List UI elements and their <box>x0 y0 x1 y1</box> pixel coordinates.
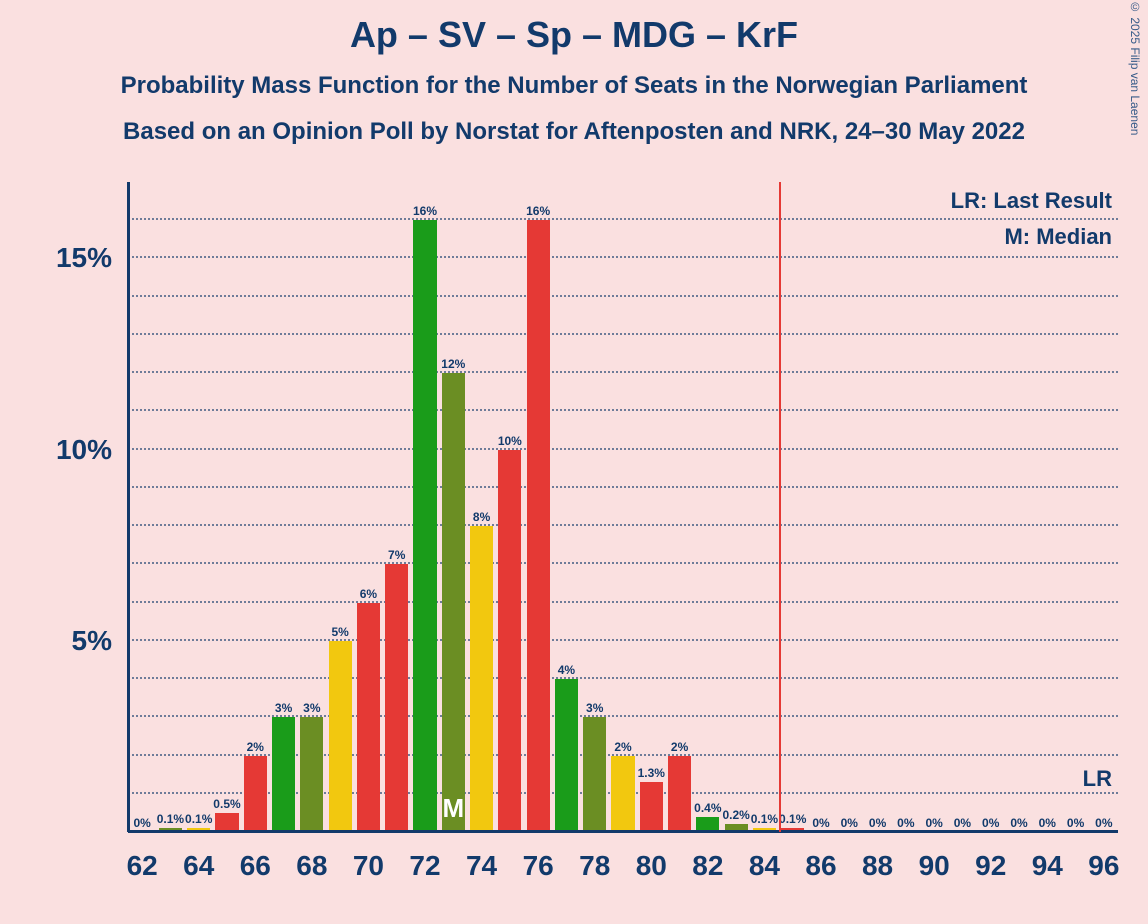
bar-value-label: 0% <box>1095 816 1112 830</box>
bar: 12%M <box>442 373 465 832</box>
x-axis-tick-label: 70 <box>353 850 384 882</box>
x-axis-tick-label: 90 <box>919 850 950 882</box>
bar: 16% <box>413 220 436 832</box>
bar: 10% <box>498 450 521 832</box>
x-axis-tick-label: 66 <box>240 850 271 882</box>
x-axis-tick-label: 88 <box>862 850 893 882</box>
bar: 8% <box>470 526 493 832</box>
x-axis-tick-label: 74 <box>466 850 497 882</box>
bar-value-label: 16% <box>413 204 437 218</box>
y-axis-tick-label: 5% <box>72 625 112 657</box>
bar-value-label: 0% <box>897 816 914 830</box>
bar: 3% <box>300 717 323 832</box>
bar-value-label: 0.2% <box>722 808 749 822</box>
bar: 1.3% <box>640 782 663 832</box>
chart-plot-area: 5%10%15%0%0.1%0.1%0.5%2%3%3%5%6%7%16%12%… <box>128 182 1118 832</box>
bar-value-label: 16% <box>526 204 550 218</box>
x-axis-tick-label: 92 <box>975 850 1006 882</box>
grid-line <box>128 371 1118 373</box>
bar-value-label: 3% <box>586 701 603 715</box>
legend-last-result: LR: Last Result <box>951 188 1112 214</box>
bar: 2% <box>244 756 267 832</box>
bar: 2% <box>611 756 634 832</box>
chart-subtitle-2: Based on an Opinion Poll by Norstat for … <box>0 118 1148 146</box>
bar-value-label: 8% <box>473 510 490 524</box>
bar-value-label: 1.3% <box>638 766 665 780</box>
bar: 16% <box>527 220 550 832</box>
bar-value-label: 0% <box>1039 816 1056 830</box>
bar-value-label: 3% <box>303 701 320 715</box>
bar-value-label: 3% <box>275 701 292 715</box>
x-axis-line <box>128 830 1118 833</box>
bar-value-label: 12% <box>441 357 465 371</box>
grid-line <box>128 677 1118 679</box>
bar-value-label: 0.1% <box>779 812 806 826</box>
grid-line <box>128 218 1118 220</box>
bar-value-label: 0% <box>1010 816 1027 830</box>
lr-marker-label: LR <box>1083 766 1112 792</box>
bar-value-label: 4% <box>558 663 575 677</box>
bar-value-label: 0.1% <box>185 812 212 826</box>
x-axis-tick-label: 84 <box>749 850 780 882</box>
x-axis-tick-label: 94 <box>1032 850 1063 882</box>
x-axis-tick-label: 68 <box>296 850 327 882</box>
bar-value-label: 7% <box>388 548 405 562</box>
x-axis-tick-label: 86 <box>805 850 836 882</box>
chart-subtitle-1: Probability Mass Function for the Number… <box>0 72 1148 100</box>
bar-value-label: 0.1% <box>751 812 778 826</box>
y-axis-tick-label: 10% <box>56 434 112 466</box>
grid-line <box>128 639 1118 641</box>
legend-median: M: Median <box>1004 224 1112 250</box>
grid-line <box>128 409 1118 411</box>
bar-value-label: 0% <box>954 816 971 830</box>
bar: 6% <box>357 603 380 832</box>
bar-value-label: 0.1% <box>157 812 184 826</box>
bar-value-label: 10% <box>498 434 522 448</box>
bar-value-label: 6% <box>360 587 377 601</box>
bar-value-label: 0% <box>982 816 999 830</box>
grid-line <box>128 295 1118 297</box>
grid-line <box>128 562 1118 564</box>
x-axis-tick-label: 78 <box>579 850 610 882</box>
bar: 3% <box>272 717 295 832</box>
grid-line <box>128 524 1118 526</box>
bar-value-label: 0.5% <box>213 797 240 811</box>
bar: 5% <box>329 641 352 832</box>
bar-value-label: 5% <box>331 625 348 639</box>
chart-title: Ap – SV – Sp – MDG – KrF <box>0 14 1148 56</box>
page-root: © 2025 Filip van Laenen Ap – SV – Sp – M… <box>0 0 1148 924</box>
grid-line <box>128 448 1118 450</box>
x-axis-tick-label: 82 <box>692 850 723 882</box>
bar-value-label: 2% <box>671 740 688 754</box>
grid-line <box>128 486 1118 488</box>
bar-value-label: 0% <box>841 816 858 830</box>
grid-line <box>128 256 1118 258</box>
bar: 2% <box>668 756 691 832</box>
y-axis-tick-label: 15% <box>56 242 112 274</box>
bar: 7% <box>385 564 408 832</box>
x-axis-tick-label: 62 <box>127 850 158 882</box>
bar-value-label: 2% <box>614 740 631 754</box>
bar-value-label: 0% <box>812 816 829 830</box>
bar: 4% <box>555 679 578 832</box>
x-axis-tick-label: 76 <box>523 850 554 882</box>
bar-value-label: 0% <box>925 816 942 830</box>
bar-value-label: 0.4% <box>694 801 721 815</box>
x-axis-tick-label: 64 <box>183 850 214 882</box>
x-axis-tick-label: 96 <box>1088 850 1119 882</box>
x-axis-tick-label: 72 <box>409 850 440 882</box>
bar-value-label: 2% <box>247 740 264 754</box>
bar-value-label: 0% <box>1067 816 1084 830</box>
bar: 3% <box>583 717 606 832</box>
last-result-line <box>779 182 781 832</box>
x-axis-tick-label: 80 <box>636 850 667 882</box>
grid-line <box>128 333 1118 335</box>
bar-value-label: 0% <box>869 816 886 830</box>
bar-value-label: 0% <box>133 816 150 830</box>
grid-line <box>128 601 1118 603</box>
y-axis-line <box>127 182 130 832</box>
median-marker: M <box>442 793 464 824</box>
